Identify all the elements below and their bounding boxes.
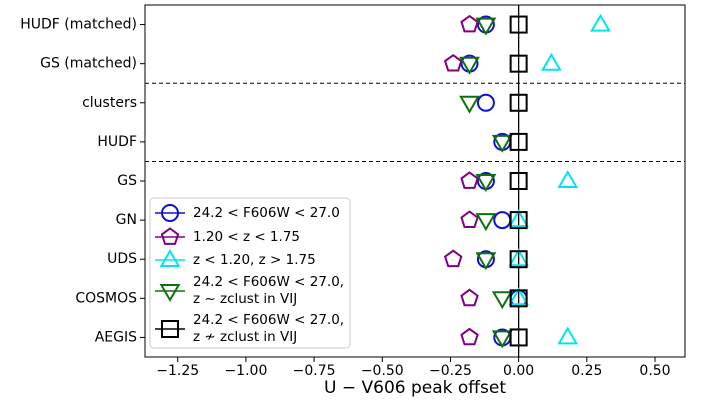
marker: [509, 15, 528, 34]
marker: [509, 289, 528, 308]
marker: [508, 209, 530, 228]
x-tick-label: −1.00: [224, 363, 267, 379]
marker: [509, 54, 528, 73]
marker: [491, 291, 513, 310]
y-tick-label: clusters: [82, 95, 137, 111]
marker: [491, 330, 513, 349]
legend-label: 1.20 < z < 1.75: [193, 228, 300, 245]
y-tick-label: UDS: [107, 251, 137, 267]
marker: [161, 320, 179, 338]
marker: [159, 284, 181, 302]
marker: [509, 328, 528, 347]
marker: [590, 13, 611, 32]
y-tick-label: GS: [117, 173, 137, 189]
marker: [160, 227, 180, 245]
x-tick-label: 0.25: [571, 363, 602, 379]
y-tick-label: HUDF (matched): [20, 17, 137, 33]
y-tick-label: COSMOS: [75, 290, 137, 306]
marker: [491, 134, 513, 153]
y-tick-label: HUDF: [97, 134, 137, 150]
x-axis-label: U − V606 peak offset: [324, 378, 506, 398]
marker: [509, 211, 528, 230]
x-tick-label: −0.50: [361, 363, 404, 379]
marker: [460, 288, 479, 307]
x-tick-label: 0.50: [639, 363, 670, 379]
x-tick-label: −0.25: [429, 363, 472, 379]
x-tick-label: −1.25: [156, 363, 199, 379]
marker: [509, 93, 528, 112]
legend-label: z < 1.20, z > 1.75: [193, 251, 316, 268]
marker: [443, 53, 463, 72]
marker: [460, 14, 479, 33]
marker: [459, 95, 480, 114]
y-tick-label: AEGIS: [95, 329, 137, 345]
legend-label: 24.2 < F606W < 27.0, z ~ zclust in VIJ: [193, 274, 345, 307]
marker: [159, 249, 181, 267]
marker: [509, 132, 528, 151]
marker: [557, 169, 579, 188]
legend-box: [149, 197, 351, 349]
x-tick-label: 0.00: [503, 363, 534, 379]
legend-label: 24.2 < F606W < 27.0, z ≁ zclust in VIJ: [193, 312, 345, 345]
y-tick-label: GS (matched): [40, 56, 137, 72]
marker: [443, 249, 463, 268]
marker: [459, 56, 480, 75]
x-tick-label: −0.75: [293, 363, 336, 379]
y-tick-label: GN: [116, 212, 137, 228]
marker: [475, 213, 497, 232]
marker: [475, 17, 497, 36]
marker: [475, 174, 497, 192]
marker: [475, 252, 497, 271]
marker: [460, 327, 479, 346]
marker: [460, 210, 479, 228]
marker: [460, 171, 479, 189]
marker: [540, 52, 562, 71]
marker: [508, 248, 530, 267]
marker: [508, 287, 530, 306]
marker: [509, 172, 528, 190]
marker: [509, 250, 528, 269]
marker: [557, 326, 579, 345]
marker: [476, 93, 495, 112]
marker: [493, 211, 512, 230]
marker: [161, 204, 179, 222]
legend-label: 24.2 < F606W < 27.0: [193, 204, 340, 221]
